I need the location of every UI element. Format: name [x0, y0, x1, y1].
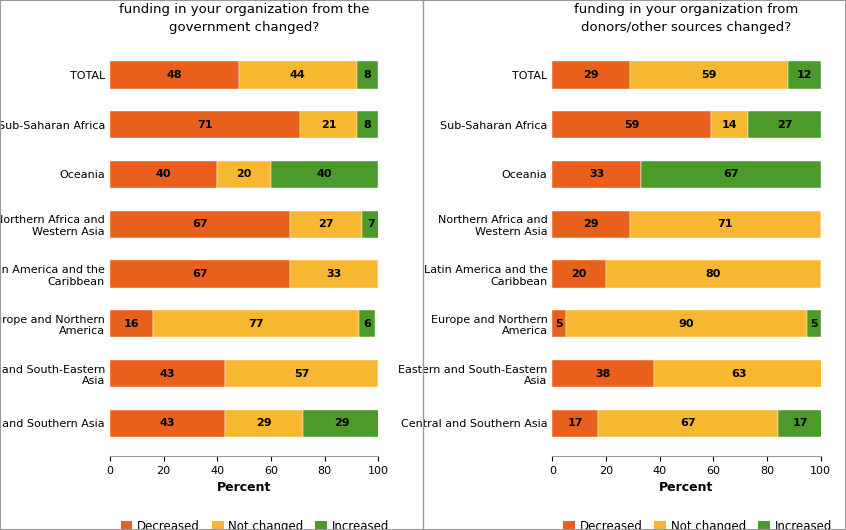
- Text: 40: 40: [316, 170, 332, 180]
- Text: 80: 80: [706, 269, 721, 279]
- Bar: [552, 61, 630, 89]
- Bar: [110, 410, 225, 437]
- Text: 12: 12: [797, 70, 812, 80]
- Text: 8: 8: [364, 120, 371, 130]
- Bar: [641, 161, 821, 188]
- Text: 33: 33: [327, 269, 342, 279]
- Bar: [711, 111, 748, 138]
- Text: 5: 5: [555, 319, 563, 329]
- Bar: [630, 61, 788, 89]
- Text: 29: 29: [584, 219, 599, 229]
- Bar: [110, 61, 239, 89]
- Text: 29: 29: [334, 418, 349, 428]
- Bar: [566, 310, 807, 338]
- Text: 29: 29: [256, 418, 272, 428]
- Text: 43: 43: [160, 418, 175, 428]
- Title: May 2021: Since the beginning of the
COVID-19 pandemic, how has the
funding in y: May 2021: Since the beginning of the COV…: [118, 0, 370, 34]
- Text: 20: 20: [236, 170, 252, 180]
- Bar: [300, 111, 357, 138]
- Text: 63: 63: [731, 368, 746, 378]
- Bar: [110, 310, 153, 338]
- Bar: [552, 360, 654, 387]
- Text: 59: 59: [624, 120, 640, 130]
- Bar: [777, 410, 823, 437]
- Text: 8: 8: [364, 70, 371, 80]
- Text: 43: 43: [160, 368, 175, 378]
- Text: 77: 77: [249, 319, 264, 329]
- Bar: [153, 310, 360, 338]
- Bar: [552, 310, 566, 338]
- Legend: Decreased, Not changed, Increased: Decreased, Not changed, Increased: [116, 516, 394, 530]
- Bar: [239, 61, 357, 89]
- Bar: [630, 210, 821, 238]
- Text: 59: 59: [701, 70, 717, 80]
- Bar: [225, 410, 303, 437]
- Bar: [360, 310, 376, 338]
- Title: May 2021: Since the beginning of the
COVID-19 pandemic, how has the
funding in y: May 2021: Since the beginning of the COV…: [561, 0, 812, 34]
- Text: 6: 6: [364, 319, 371, 329]
- Text: 33: 33: [589, 170, 604, 180]
- Text: 27: 27: [777, 120, 792, 130]
- Bar: [110, 210, 289, 238]
- Text: 14: 14: [722, 120, 737, 130]
- Text: 67: 67: [723, 170, 739, 180]
- Text: 44: 44: [290, 70, 305, 80]
- Text: 40: 40: [156, 170, 172, 180]
- Text: 48: 48: [167, 70, 182, 80]
- Bar: [110, 360, 225, 387]
- Bar: [362, 210, 381, 238]
- X-axis label: Percent: Percent: [659, 481, 714, 494]
- Text: 71: 71: [717, 219, 733, 229]
- Text: 71: 71: [197, 120, 213, 130]
- Bar: [598, 410, 777, 437]
- Bar: [289, 260, 378, 288]
- Bar: [552, 111, 711, 138]
- Text: 67: 67: [192, 269, 207, 279]
- Text: 17: 17: [568, 418, 583, 428]
- Text: 16: 16: [124, 319, 140, 329]
- Text: 7: 7: [367, 219, 376, 229]
- Bar: [289, 210, 362, 238]
- Text: 27: 27: [318, 219, 333, 229]
- Bar: [552, 161, 641, 188]
- X-axis label: Percent: Percent: [217, 481, 272, 494]
- Text: 67: 67: [680, 418, 695, 428]
- Text: 90: 90: [678, 319, 695, 329]
- Bar: [552, 210, 630, 238]
- Text: 29: 29: [584, 70, 599, 80]
- Bar: [552, 410, 598, 437]
- Bar: [654, 360, 823, 387]
- Bar: [217, 161, 271, 188]
- Bar: [807, 310, 821, 338]
- Bar: [303, 410, 381, 437]
- Bar: [110, 260, 289, 288]
- Text: 17: 17: [793, 418, 808, 428]
- Text: 67: 67: [192, 219, 207, 229]
- Text: 5: 5: [810, 319, 818, 329]
- Bar: [271, 161, 378, 188]
- Bar: [748, 111, 821, 138]
- Text: 57: 57: [294, 368, 310, 378]
- Text: 21: 21: [321, 120, 337, 130]
- Bar: [788, 61, 821, 89]
- Bar: [110, 111, 300, 138]
- Bar: [606, 260, 821, 288]
- Legend: Decreased, Not changed, Increased: Decreased, Not changed, Increased: [558, 516, 837, 530]
- Bar: [552, 260, 606, 288]
- Bar: [357, 61, 378, 89]
- Bar: [110, 161, 217, 188]
- Bar: [225, 360, 378, 387]
- Bar: [357, 111, 378, 138]
- Text: 20: 20: [572, 269, 587, 279]
- Text: 38: 38: [596, 368, 611, 378]
